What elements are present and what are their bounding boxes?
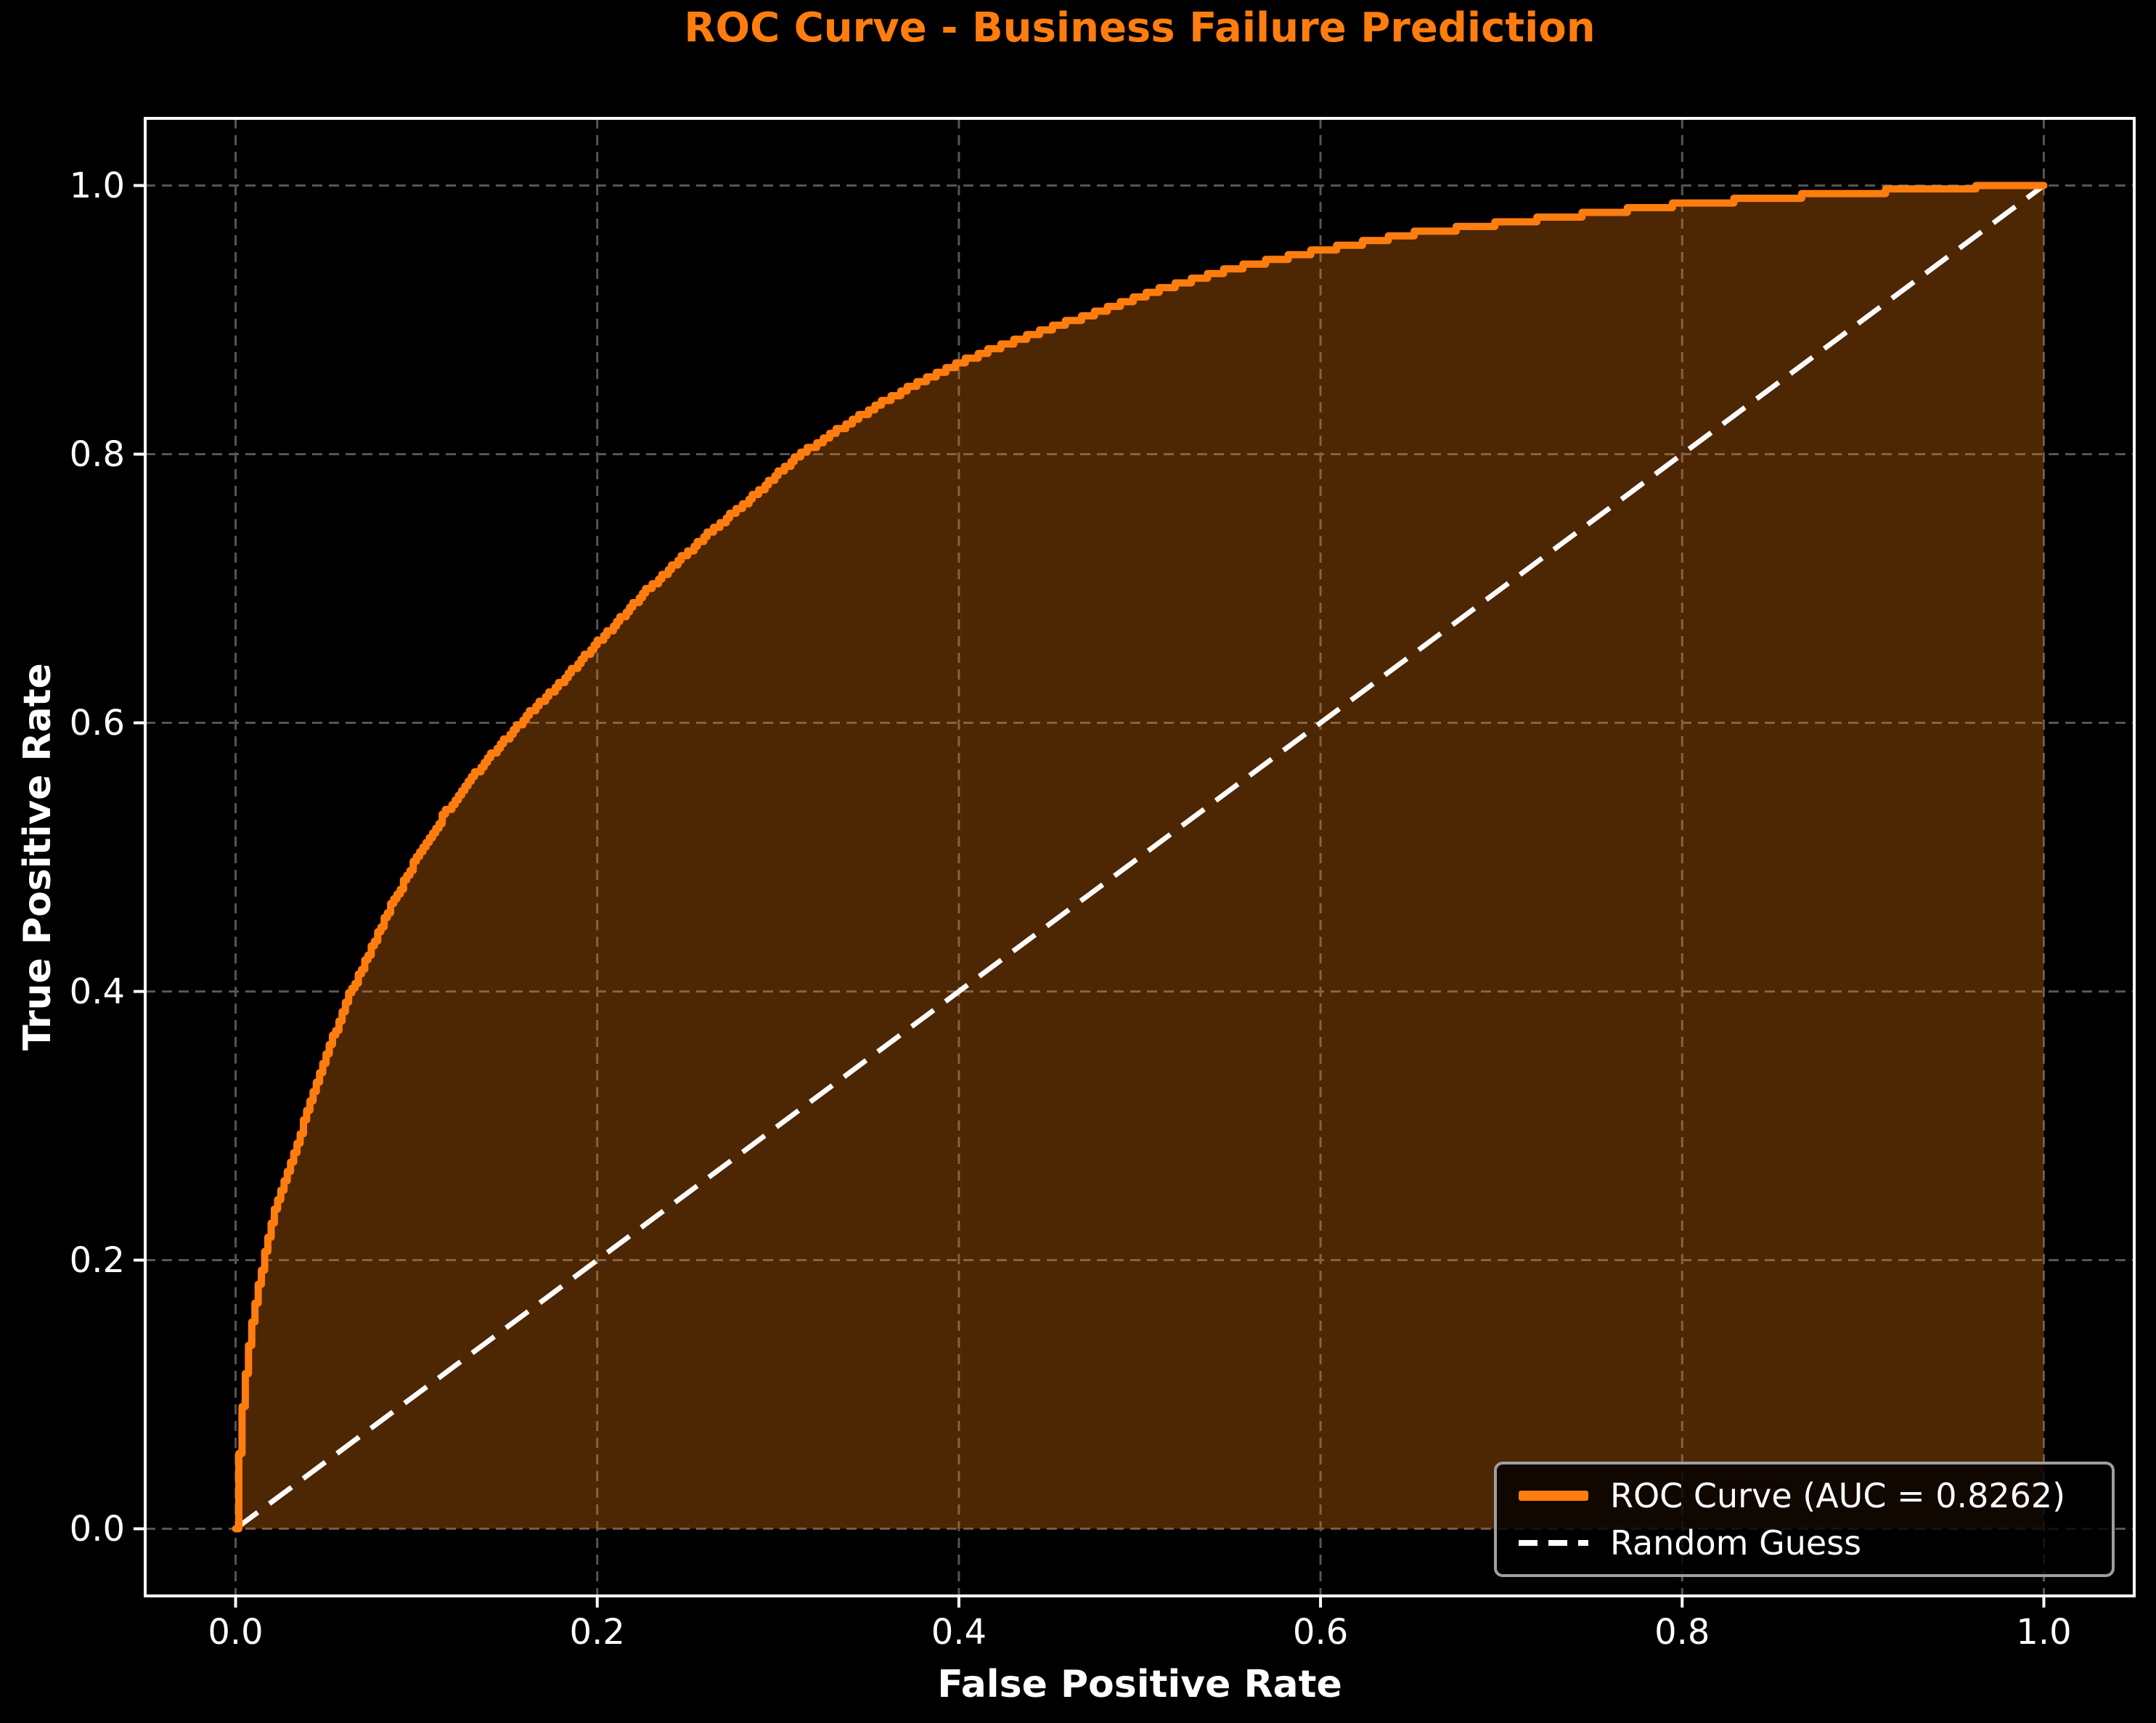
legend-item-label: Random Guess: [1610, 1523, 1862, 1563]
x-tick-label: 0.6: [1292, 1612, 1349, 1653]
x-tick-label: 0.2: [569, 1612, 625, 1653]
legend: ROC Curve (AUC = 0.8262) Random Guess: [1494, 1462, 2115, 1577]
y-tick-label: 0.8: [69, 433, 125, 475]
y-tick-label: 0.6: [69, 702, 125, 744]
y-tick-label: 1.0: [69, 165, 125, 206]
legend-item-random-guess: Random Guess: [1519, 1522, 2104, 1564]
x-tick-label: 0.0: [208, 1612, 264, 1653]
random-guess-line: [234, 183, 2046, 1531]
y-tick-label: 0.4: [69, 971, 125, 1012]
y-tick-label: 0.0: [69, 1508, 125, 1549]
legend-item-label: ROC Curve (AUC = 0.8262): [1610, 1475, 2066, 1515]
y-tick-label: 0.2: [69, 1239, 125, 1281]
x-tick-label: 0.8: [1654, 1612, 1710, 1653]
x-tick-label: 0.4: [931, 1612, 987, 1653]
random-guess-line-swatch: [1519, 1540, 1588, 1547]
x-axis-label: False Positive Rate: [937, 1663, 1342, 1706]
axes-spines: [144, 117, 2136, 1597]
chart-title: ROC Curve - Business Failure Prediction: [684, 4, 1596, 52]
y-axis-label: True Positive Rate: [16, 663, 60, 1051]
x-tick-label: 1.0: [2016, 1612, 2072, 1653]
legend-item-roc-curve: ROC Curve (AUC = 0.8262): [1519, 1475, 2104, 1517]
roc-curve-line: [232, 182, 2048, 1533]
roc-curve-line-swatch: [1519, 1490, 1588, 1501]
